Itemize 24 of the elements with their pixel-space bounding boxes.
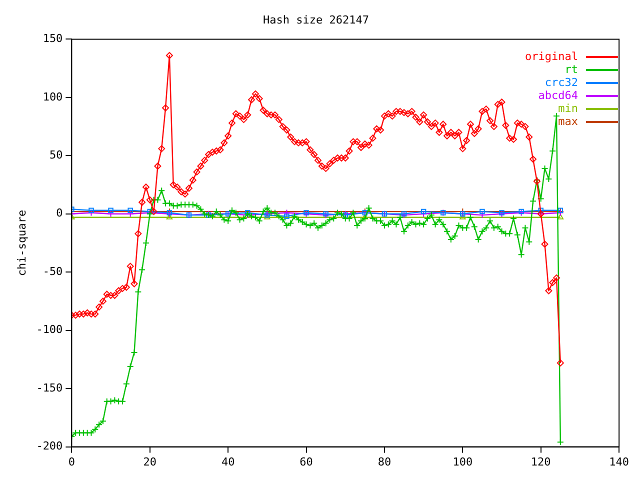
y-tick-label: 50 (49, 148, 63, 162)
legend-label: max (558, 115, 578, 128)
x-tick-label: 60 (300, 455, 313, 468)
legend-label: min (558, 102, 578, 115)
x-tick-label: 20 (143, 455, 157, 468)
legend-label: crc32 (544, 76, 578, 89)
chart-title: Hash size 262147 (263, 13, 369, 26)
y-tick-label: -50 (42, 264, 63, 278)
y-axis-title: chi-square (15, 210, 28, 276)
x-tick-label: 40 (221, 455, 235, 468)
legend-label: original (525, 50, 578, 63)
y-tick-label: 150 (42, 32, 63, 46)
legend-label: abcd64 (538, 89, 578, 102)
y-tick-label: -150 (36, 381, 63, 394)
y-tick-label: -100 (36, 323, 63, 336)
x-tick-label: 140 (609, 455, 630, 468)
legend-label: rt (564, 63, 578, 76)
y-tick-label: -200 (36, 440, 63, 453)
x-tick-label: 80 (378, 455, 392, 468)
x-tick-label: 100 (452, 455, 473, 468)
x-tick-label: 120 (530, 455, 551, 468)
y-tick-label: 100 (42, 90, 63, 104)
y-tick-label: 0 (56, 206, 63, 220)
x-tick-label: 0 (68, 455, 76, 468)
